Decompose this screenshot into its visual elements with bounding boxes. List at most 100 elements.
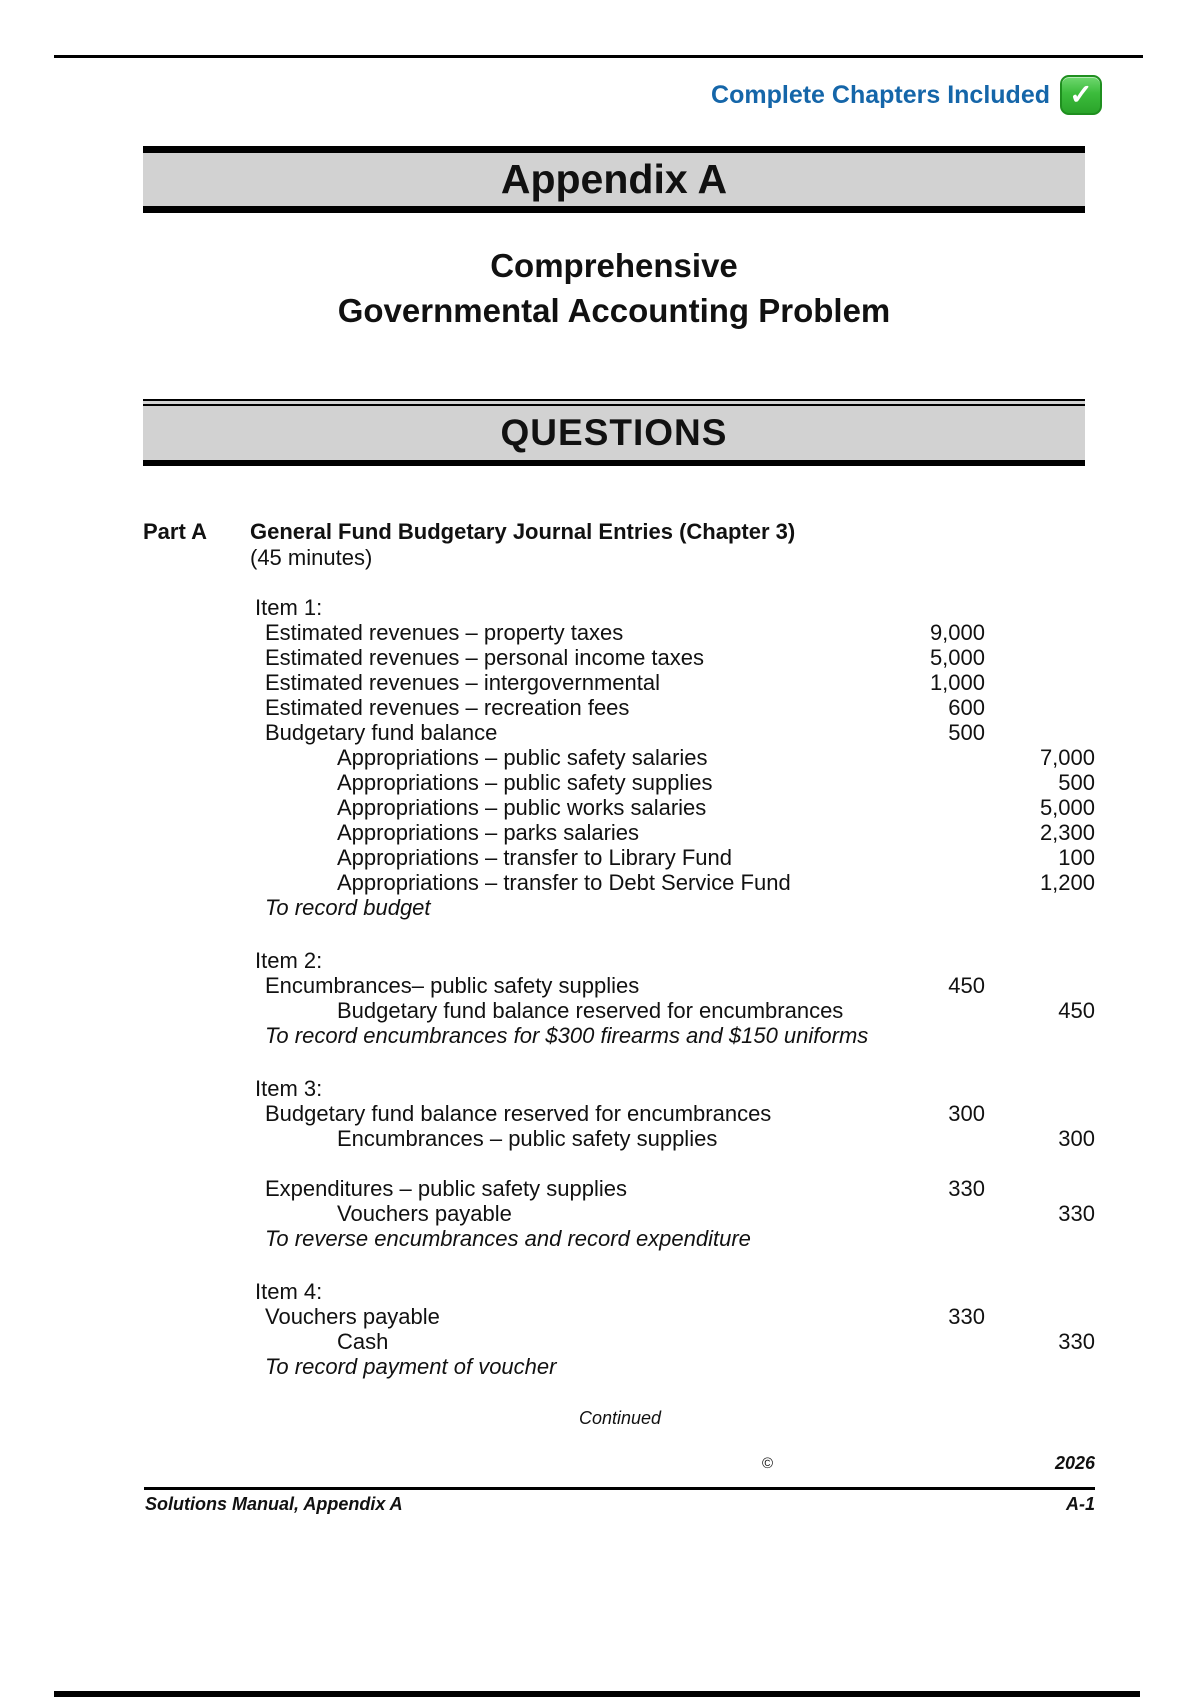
questions-title: QUESTIONS (500, 412, 728, 453)
item-label: Item 3: (255, 1076, 323, 1101)
journal-row: Estimated revenues – intergovernmental 1… (250, 670, 1095, 695)
credit-amount (985, 620, 1095, 645)
debit-amount: 450 (948, 973, 985, 998)
account-name: Appropriations – public safety salaries (337, 745, 708, 770)
journal-row: Appropriations – public safety supplies … (250, 770, 1095, 795)
credit-amount (985, 720, 1095, 745)
journal-row: Expenditures – public safety supplies 33… (250, 1176, 1095, 1201)
journal-row: Appropriations – parks salaries 2,300 (250, 820, 1095, 845)
credit-amount (985, 1101, 1095, 1126)
main-title-line1: Comprehensive (490, 247, 738, 284)
banner-label: Complete Chapters Included (711, 81, 1050, 109)
account-name: Estimated revenues – intergovernmental (265, 670, 660, 695)
credit-amount: 330 (1058, 1201, 1095, 1226)
account-name: Appropriations – public works salaries (337, 795, 707, 820)
credit-amount (985, 670, 1095, 695)
appendix-header-box: Appendix A (143, 146, 1085, 213)
credit-amount (985, 1304, 1095, 1329)
journal-row: Encumbrances – public safety supplies 30… (250, 1126, 1095, 1151)
footer-page-number: A-1 (1065, 1494, 1095, 1514)
journal-row: Appropriations – public works salaries 5… (250, 795, 1095, 820)
debit-amount: 9,000 (929, 620, 985, 645)
debit-amount (895, 745, 985, 770)
debit-amount (895, 820, 985, 845)
credit-amount (985, 1176, 1095, 1201)
part-duration: (45 minutes) (250, 545, 373, 570)
debit-amount (895, 870, 985, 895)
banner: Complete Chapters Included ✓ (711, 74, 1102, 116)
journal-row: Vouchers payable 330 (250, 1304, 1095, 1329)
item-label: Item 4: (255, 1279, 323, 1304)
account-name: Appropriations – public safety supplies (337, 770, 713, 795)
part-heading: General Fund Budgetary Journal Entries (… (250, 519, 1095, 571)
account-name: Budgetary fund balance (265, 720, 498, 745)
account-name: Estimated revenues – recreation fees (265, 695, 630, 720)
credit-amount: 330 (1058, 1329, 1095, 1354)
credit-amount (985, 645, 1095, 670)
journal-entries: Item 1: Estimated revenues – property ta… (250, 595, 1095, 1379)
journal-row: Estimated revenues – property taxes 9,00… (250, 620, 1095, 645)
debit-amount: 600 (948, 695, 985, 720)
account-name: Expenditures – public safety supplies (265, 1176, 627, 1201)
part-title: General Fund Budgetary Journal Entries (… (250, 519, 796, 544)
debit-amount (895, 1201, 985, 1226)
journal-row: Budgetary fund balance reserved for encu… (250, 998, 1095, 1023)
green-checkbox-icon[interactable]: ✓ (1060, 75, 1102, 115)
journal-row: Encumbrances– public safety supplies 450 (250, 973, 1095, 998)
journal-row: Cash 330 (250, 1329, 1095, 1354)
account-name: Estimated revenues – personal income tax… (265, 645, 705, 670)
account-name: Budgetary fund balance reserved for encu… (337, 998, 844, 1023)
credit-amount (985, 695, 1095, 720)
journal-row: Appropriations – transfer to Library Fun… (250, 845, 1095, 870)
credit-amount: 450 (1058, 998, 1095, 1023)
account-name: Estimated revenues – property taxes (265, 620, 624, 645)
account-name: Appropriations – transfer to Library Fun… (337, 845, 732, 870)
debit-amount (895, 998, 985, 1023)
entry-note: To record encumbrances for $300 firearms… (265, 1023, 869, 1048)
item-label: Item 2: (255, 948, 323, 973)
credit-amount: 5,000 (1039, 795, 1095, 820)
journal-row: Appropriations – transfer to Debt Servic… (250, 870, 1095, 895)
main-title-line2: Governmental Accounting Problem (337, 292, 891, 329)
footer-year: 2026 (1054, 1453, 1095, 1473)
part-label: Part A (143, 519, 207, 544)
account-name: Encumbrances– public safety supplies (265, 973, 640, 998)
item-label: Item 1: (255, 595, 323, 620)
debit-amount (895, 795, 985, 820)
credit-amount: 2,300 (1039, 820, 1095, 845)
spacer (250, 1151, 1095, 1176)
journal-row: Budgetary fund balance 500 (250, 720, 1095, 745)
account-name: Vouchers payable (337, 1201, 512, 1226)
journal-row: Estimated revenues – recreation fees 600 (250, 695, 1095, 720)
debit-amount (895, 1126, 985, 1151)
credit-amount: 300 (1058, 1126, 1095, 1151)
credit-amount: 7,000 (1039, 745, 1095, 770)
credit-amount: 1,200 (1039, 870, 1095, 895)
debit-amount: 330 (948, 1176, 985, 1201)
account-name: Cash (337, 1329, 389, 1354)
account-name: Vouchers payable (265, 1304, 440, 1329)
journal-row: Budgetary fund balance reserved for encu… (250, 1101, 1095, 1126)
debit-amount: 300 (948, 1101, 985, 1126)
debit-amount (895, 1329, 985, 1354)
entry-note: To record payment of voucher (265, 1354, 557, 1379)
footer-rule (144, 1487, 1095, 1490)
entry-note: To reverse encumbrances and record expen… (265, 1226, 751, 1251)
credit-amount: 500 (1058, 770, 1095, 795)
debit-amount (895, 845, 985, 870)
journal-row: Appropriations – public safety salaries … (250, 745, 1095, 770)
debit-amount (895, 770, 985, 795)
credit-amount (985, 973, 1095, 998)
debit-amount: 5,000 (929, 645, 985, 670)
journal-row: Vouchers payable 330 (250, 1201, 1095, 1226)
debit-amount: 1,000 (929, 670, 985, 695)
copyright-symbol: © (762, 1455, 774, 1472)
continued-label: Continued (578, 1408, 662, 1428)
entry-note: To record budget (265, 895, 431, 920)
checkmark-icon: ✓ (1069, 79, 1093, 110)
account-name: Budgetary fund balance reserved for encu… (265, 1101, 772, 1126)
main-title: Comprehensive Governmental Accounting Pr… (143, 243, 1085, 333)
appendix-title: Appendix A (500, 156, 728, 202)
bottom-rule (54, 1691, 1140, 1697)
